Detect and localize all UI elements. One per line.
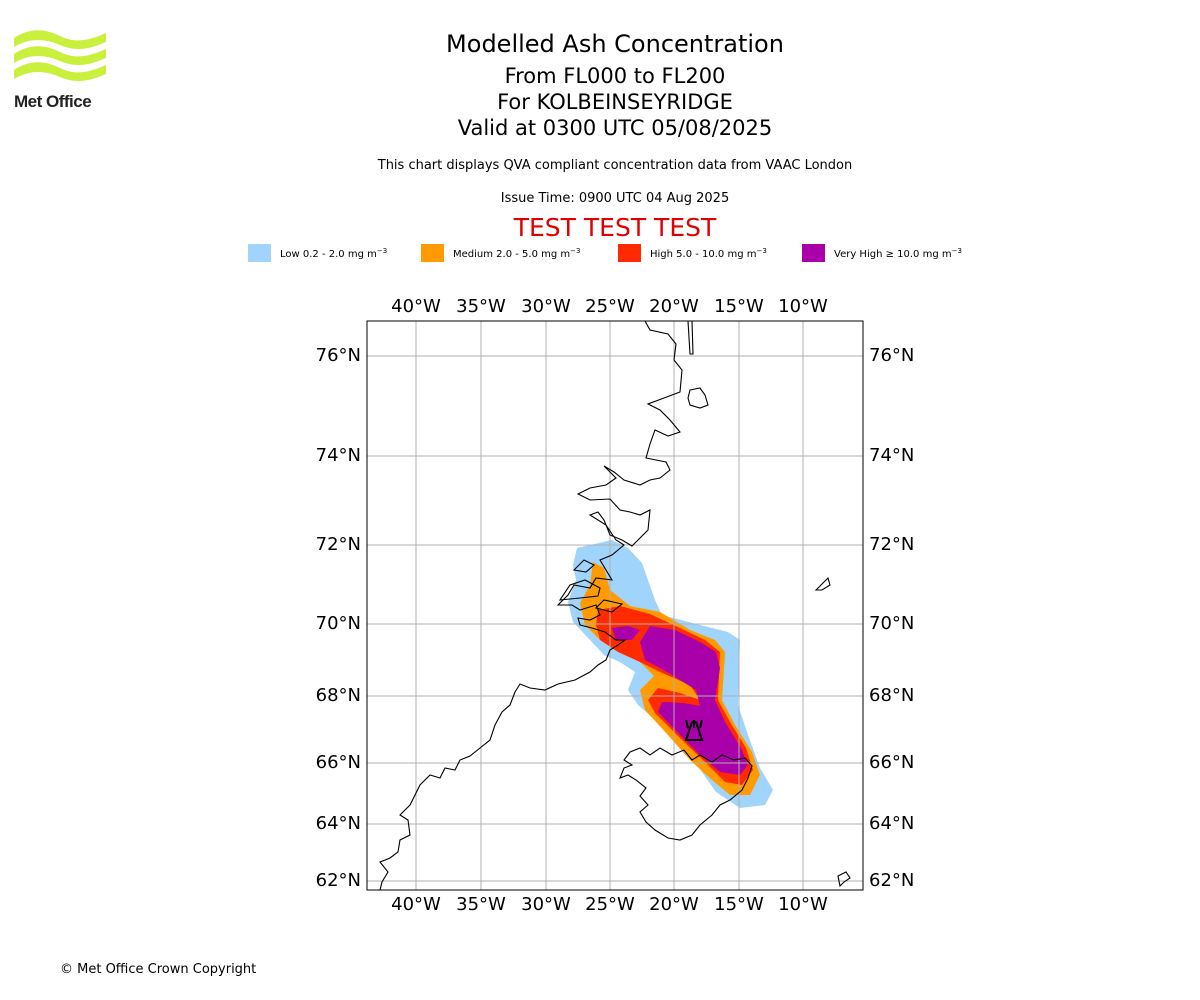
map-gridlines <box>367 321 863 890</box>
lat-tick-right: 72°N <box>869 534 914 555</box>
legend-unit-very-high: −3 <box>951 247 962 255</box>
lat-tick-right: 68°N <box>869 685 914 706</box>
lat-tick-left: 62°N <box>316 870 361 891</box>
volcano-icon <box>684 719 704 741</box>
lat-tick-right: 74°N <box>869 445 914 466</box>
lon-tick-top: 40°W <box>391 296 441 317</box>
met-office-waves-icon <box>14 30 106 81</box>
legend-unit-low: −3 <box>376 247 388 255</box>
lat-tick-right: 76°N <box>869 345 914 366</box>
lat-tick-left: 68°N <box>316 685 361 706</box>
ash-area-very-high-small <box>612 626 640 640</box>
coastlines <box>379 321 851 890</box>
lat-tick-left: 72°N <box>316 534 361 555</box>
legend-swatch-medium <box>421 244 444 262</box>
legend-label-medium: Medium 2.0 - 5.0 mg m <box>453 249 571 260</box>
coastline-greenland <box>379 321 683 890</box>
test-banner: TEST TEST TEST <box>513 213 717 242</box>
coastline-iceland <box>619 747 753 841</box>
issue-time: Issue Time: 0900 UTC 04 Aug 2025 <box>500 191 730 206</box>
lon-tick-top: 10°W <box>778 296 828 317</box>
legend-label-low: Low 0.2 - 2.0 mg m <box>280 249 377 260</box>
lat-ticks-right: 76°N 74°N 72°N 70°N 68°N 66°N 64°N 62°N <box>869 345 914 891</box>
map-frame <box>366 320 864 891</box>
lat-tick-right: 70°N <box>869 613 914 634</box>
lon-tick-bottom: 35°W <box>456 894 506 915</box>
legend-swatch-high <box>618 244 641 262</box>
legend-unit-high: −3 <box>756 247 767 255</box>
coastline-faroe <box>837 871 851 888</box>
legend-swatch-low <box>248 244 271 262</box>
lon-ticks-top: 40°W 35°W 30°W 25°W 20°W 15°W 10°W <box>391 296 828 317</box>
lat-tick-right: 66°N <box>869 752 914 773</box>
lat-tick-left: 74°N <box>316 445 361 466</box>
lat-tick-left: 70°N <box>316 613 361 634</box>
lon-tick-bottom: 30°W <box>521 894 571 915</box>
lon-tick-top: 15°W <box>714 296 764 317</box>
lat-ticks-left: 76°N 74°N 72°N 70°N 68°N 66°N 64°N 62°N <box>316 345 361 891</box>
location-label: For KOLBEINSEYRIDGE <box>497 90 733 114</box>
flight-levels: From FL000 to FL200 <box>504 64 726 88</box>
copyright-notice: © Met Office Crown Copyright <box>60 962 257 977</box>
legend-unit-medium: −3 <box>570 247 581 255</box>
lat-tick-left: 64°N <box>316 813 361 834</box>
legend-label-very-high: Very High ≥ 10.0 mg m <box>834 249 952 260</box>
lat-tick-left: 66°N <box>316 752 361 773</box>
lat-tick-left: 76°N <box>316 345 361 366</box>
lon-tick-top: 20°W <box>649 296 699 317</box>
lon-tick-top: 35°W <box>456 296 506 317</box>
lon-tick-bottom: 10°W <box>778 894 828 915</box>
chart-subtitle: This chart displays QVA compliant concen… <box>377 158 853 173</box>
lon-ticks-bottom: 40°W 35°W 30°W 25°W 20°W 15°W 10°W <box>391 894 828 915</box>
lon-tick-bottom: 15°W <box>714 894 764 915</box>
valid-time: Valid at 0300 UTC 05/08/2025 <box>457 116 773 140</box>
coastline-jan-mayen <box>814 576 831 591</box>
chart-title: Modelled Ash Concentration <box>446 30 784 58</box>
lon-tick-top: 25°W <box>585 296 635 317</box>
lat-tick-right: 64°N <box>869 813 914 834</box>
lat-tick-right: 62°N <box>869 870 914 891</box>
lon-tick-bottom: 20°W <box>649 894 699 915</box>
lon-tick-bottom: 25°W <box>585 894 635 915</box>
ash-area-very-high <box>640 626 748 775</box>
legend-label-high: High 5.0 - 10.0 mg m <box>650 249 757 260</box>
logo-text: Met Office <box>14 92 92 111</box>
legend-swatch-very-high <box>802 244 825 262</box>
lon-tick-bottom: 40°W <box>391 894 441 915</box>
met-office-logo: Met Office <box>14 30 106 112</box>
lon-tick-top: 30°W <box>521 296 571 317</box>
